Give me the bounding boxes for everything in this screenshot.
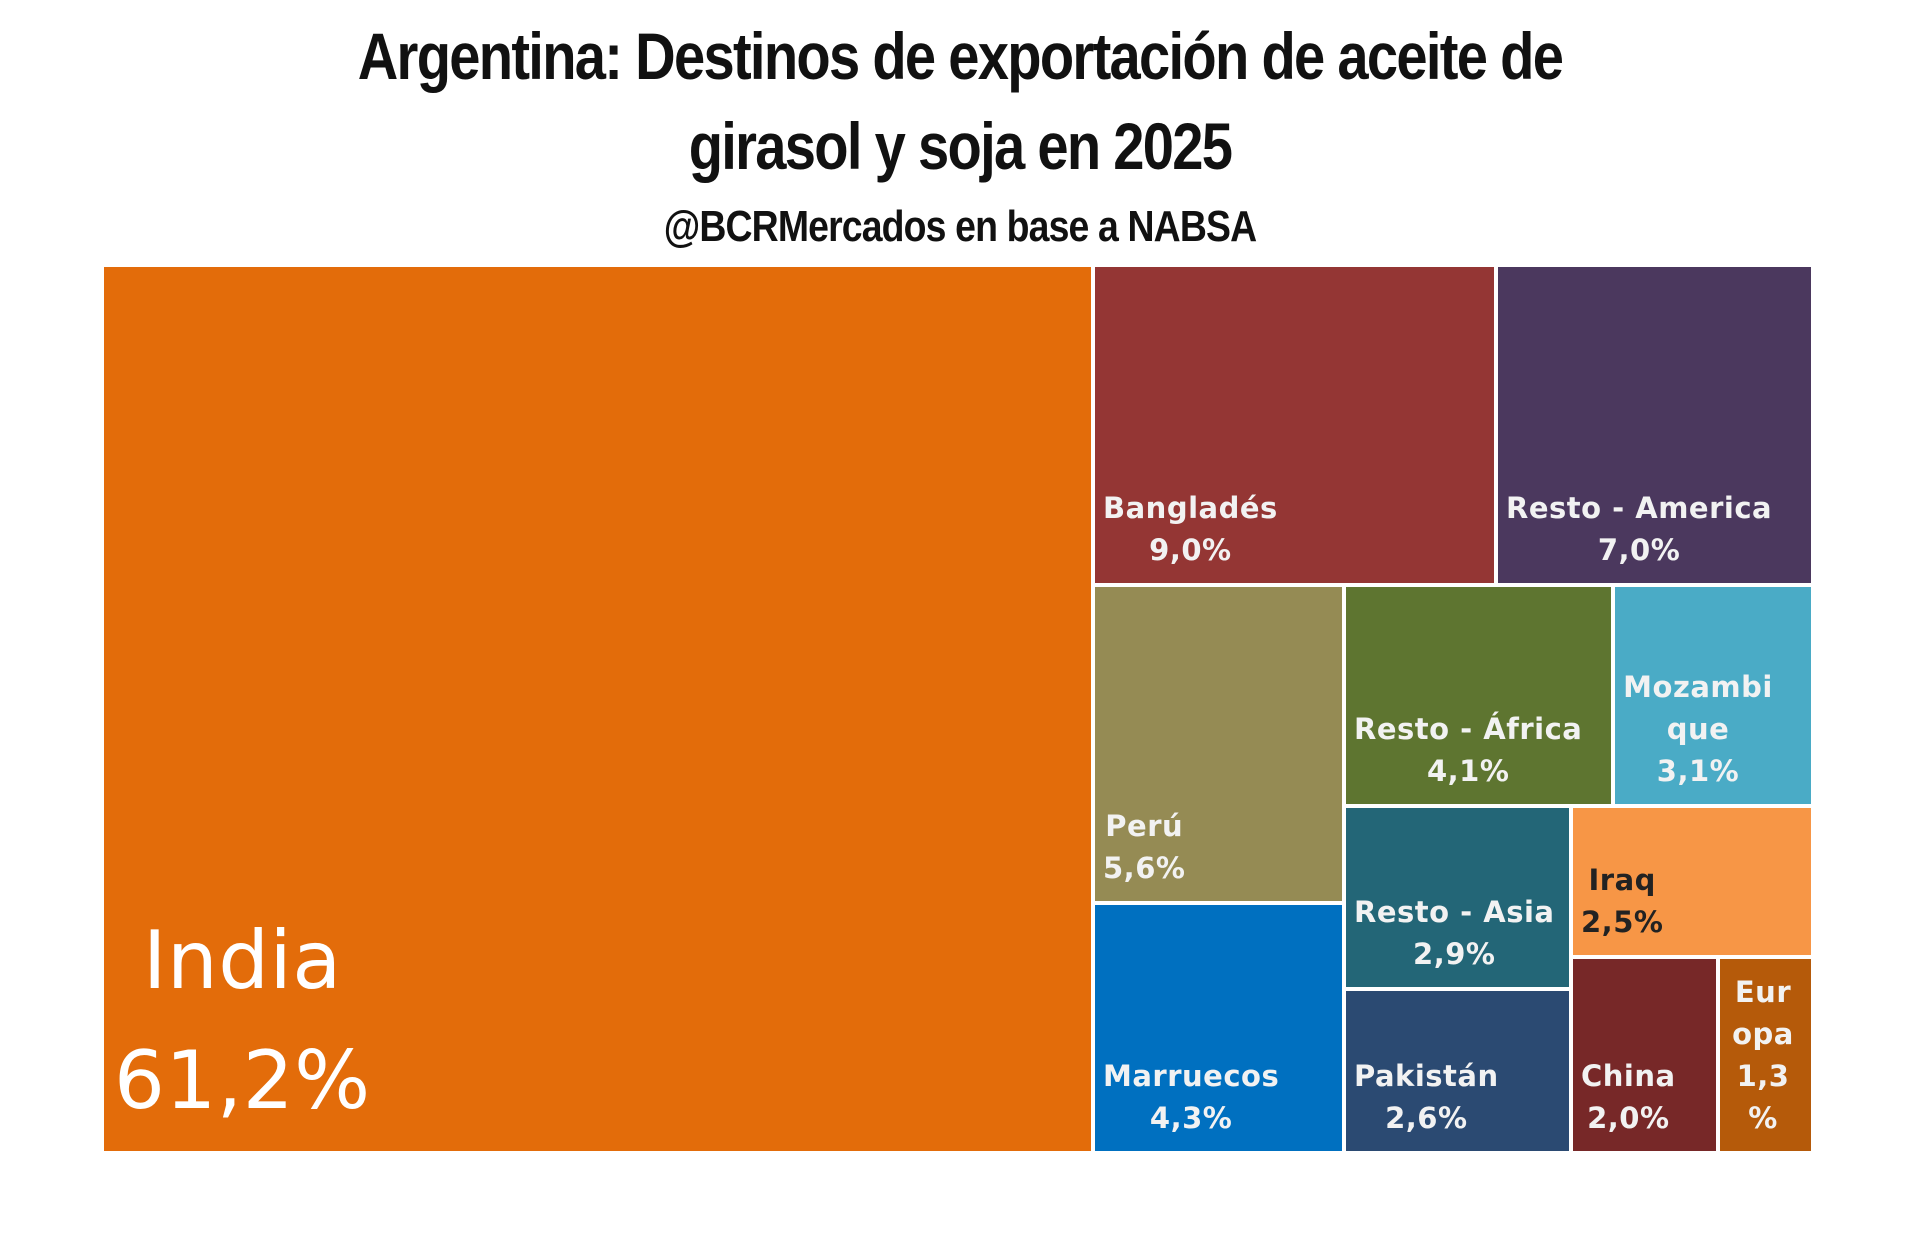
cell-value: 2,9% — [1413, 937, 1496, 971]
cell-value: 3,1% — [1656, 754, 1740, 788]
cell-value: 1,3 % — [1736, 1059, 1790, 1135]
cell-name: Perú — [1105, 809, 1184, 843]
cell-value: 5,6% — [1103, 851, 1186, 885]
cell-label: Resto - África 4,1% — [1354, 708, 1582, 792]
cell-name: Resto - Asia — [1354, 895, 1555, 929]
cell-value: 9,0% — [1149, 533, 1232, 567]
treemap-cell-perú: Perú 5,6% — [1093, 585, 1344, 903]
cell-label: Bangladés 9,0% — [1103, 487, 1278, 571]
cell-value: 4,1% — [1426, 754, 1510, 788]
treemap-cell-mozambique: Mozambique 3,1% — [1613, 585, 1813, 806]
cell-label: Iraq 2,5% — [1581, 859, 1663, 943]
chart-subtitle: @BCRMercados en base a NABSA — [663, 202, 1257, 251]
cell-value: 2,0% — [1587, 1101, 1670, 1135]
cell-name: Resto - America — [1506, 491, 1773, 525]
cell-label: Perú 5,6% — [1103, 805, 1185, 889]
cell-label: Resto - Asia 2,9% — [1354, 891, 1555, 975]
cell-label: Marruecos 4,3% — [1103, 1055, 1279, 1139]
treemap-cell-bangladés: Bangladés 9,0% — [1093, 265, 1496, 585]
cell-label: Resto - America 7,0% — [1506, 487, 1772, 571]
cell-label: Pakistán 2,6% — [1354, 1055, 1499, 1139]
cell-value: 61,2% — [114, 1034, 371, 1127]
cell-label: Mozambique 3,1% — [1623, 666, 1773, 792]
cell-name: Iraq — [1588, 863, 1656, 897]
treemap-cell-resto-áfrica: Resto - África 4,1% — [1344, 585, 1613, 806]
cell-value: 4,3% — [1149, 1101, 1233, 1135]
cell-value: 7,0% — [1597, 533, 1681, 567]
chart-title-line1: Argentina: Destinos de exportación de ac… — [357, 19, 1564, 93]
cell-name: Pakistán — [1354, 1059, 1499, 1093]
cell-label: China 2,0% — [1581, 1055, 1676, 1139]
cell-name: India — [142, 914, 342, 1007]
treemap-cell-china: China 2,0% — [1571, 957, 1718, 1153]
cell-name: Europa — [1732, 975, 1794, 1051]
cell-name: China — [1581, 1059, 1676, 1093]
cell-name: Resto - África — [1354, 712, 1583, 746]
treemap-cell-resto-asia: Resto - Asia 2,9% — [1344, 806, 1571, 989]
cell-value: 2,6% — [1385, 1101, 1468, 1135]
treemap-cell-marruecos: Marruecos 4,3% — [1093, 903, 1344, 1153]
treemap-cell-iraq: Iraq 2,5% — [1571, 806, 1813, 957]
cell-value: 2,5% — [1581, 905, 1664, 939]
treemap-cell-pakistán: Pakistán 2,6% — [1344, 989, 1571, 1153]
chart-title-line2: girasol y soja en 2025 — [688, 109, 1233, 183]
cell-name: Mozambique — [1623, 670, 1773, 746]
cell-label: Europa 1,3 % — [1728, 971, 1798, 1139]
treemap-cell-resto-america: Resto - America 7,0% — [1496, 265, 1813, 585]
cell-name: Bangladés — [1103, 491, 1278, 525]
treemap-cell-india: India 61,2% — [102, 265, 1093, 1153]
treemap-cell-europa: Europa 1,3 % — [1718, 957, 1813, 1153]
cell-label: India 61,2% — [114, 901, 371, 1141]
cell-name: Marruecos — [1103, 1059, 1280, 1093]
